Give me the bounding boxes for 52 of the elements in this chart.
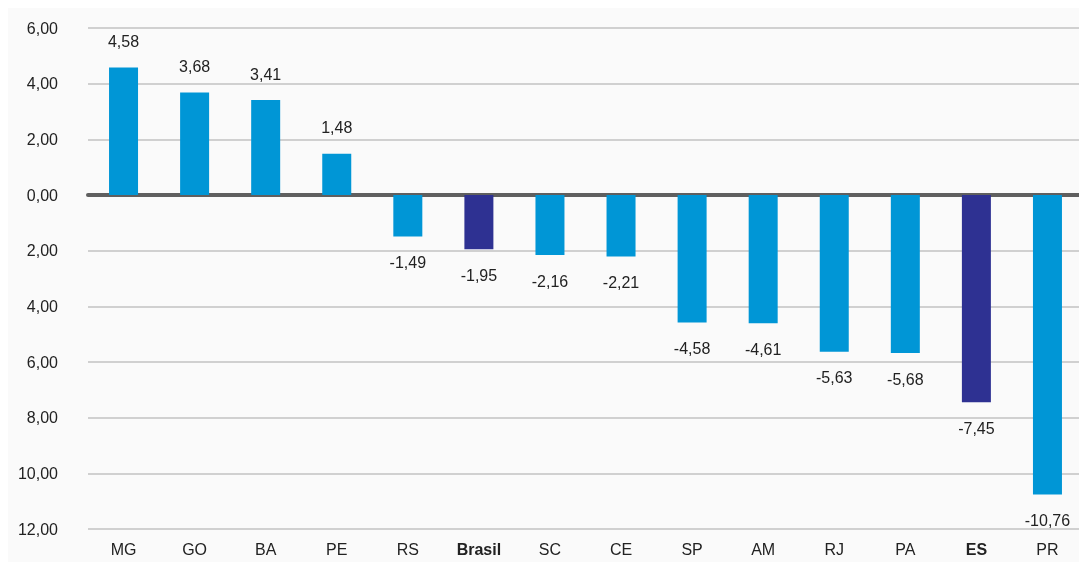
data-label: -4,61 (744, 340, 782, 358)
x-tick-label: ES (965, 540, 988, 558)
bar (1032, 195, 1062, 495)
x-tick-label: CE (609, 540, 633, 558)
x-tick-label: Brasil (456, 540, 502, 558)
data-label: -10,76 (1024, 511, 1071, 529)
bar (961, 195, 991, 403)
data-label: -4,58 (673, 339, 711, 357)
y-tick-label: 2,00 (26, 242, 59, 260)
x-tick-label: PA (895, 540, 916, 558)
bar (109, 67, 139, 195)
data-label: -1,49 (389, 253, 427, 271)
data-label: -1,95 (460, 266, 498, 284)
bar (251, 100, 281, 195)
x-tick-label: SP (681, 540, 703, 558)
y-tick-label: 0,00 (26, 186, 59, 204)
x-tick-label: SC (538, 540, 562, 558)
y-tick-label: 6,00 (26, 19, 59, 37)
data-label: -5,63 (816, 369, 853, 387)
x-tick-label: GO (182, 540, 208, 558)
data-label: 3,68 (179, 58, 211, 76)
data-label: -2,16 (531, 272, 569, 290)
bar (180, 92, 210, 195)
x-tick-label: PR (1036, 540, 1059, 558)
data-label: -5,68 (887, 370, 924, 388)
x-tick-label: RS (396, 540, 419, 558)
bar (393, 195, 423, 237)
bar (748, 195, 778, 324)
y-tick-label: 4,00 (26, 297, 59, 315)
data-label: 3,41 (250, 65, 282, 83)
x-tick-label: BA (255, 540, 277, 558)
bar (819, 195, 849, 352)
bar (322, 153, 352, 195)
y-tick-label: 6,00 (26, 353, 59, 371)
data-label: 4,58 (107, 33, 140, 51)
bar (890, 195, 920, 354)
x-tick-label: PE (326, 540, 348, 558)
y-tick-label: 4,00 (26, 75, 59, 93)
y-tick-label: 10,00 (17, 464, 59, 482)
y-tick-label: 8,00 (26, 409, 59, 427)
x-tick-label: MG (110, 540, 137, 558)
data-label: -2,21 (602, 274, 640, 292)
data-label: -7,45 (958, 419, 995, 437)
bar (535, 195, 565, 256)
bar (606, 195, 636, 257)
y-tick-label: 12,00 (17, 520, 59, 538)
bar (677, 195, 707, 323)
x-tick-label: AM (751, 540, 776, 558)
y-tick-label: 2,00 (26, 130, 59, 148)
data-label: 1,48 (321, 119, 353, 137)
bar (464, 195, 494, 250)
x-tick-label: RJ (824, 540, 845, 558)
